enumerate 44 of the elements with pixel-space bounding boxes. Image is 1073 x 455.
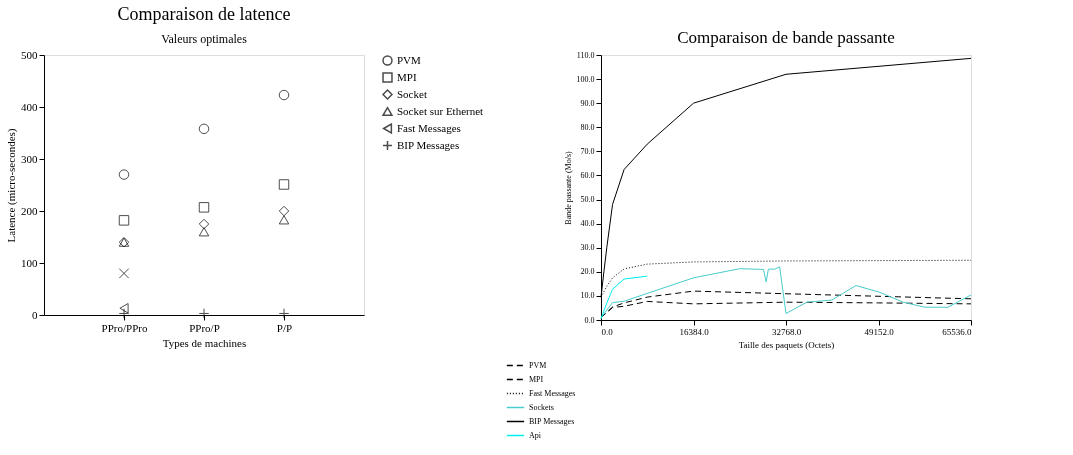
y-axis-title: Bande passante (Mo/s): [563, 151, 573, 225]
legend-label: Socket sur Ethernet: [397, 104, 484, 117]
legend-label: BIP Messages: [397, 138, 460, 151]
y-tick-label: 60.0: [580, 170, 595, 180]
x-tick-label: 32768.0: [771, 326, 802, 337]
legend-label: MPI: [529, 374, 544, 384]
y-tick-label: 40.0: [580, 219, 595, 229]
y-tick-label: 70.0: [580, 146, 595, 156]
y-tick-label: 400: [21, 100, 38, 113]
legend-label: MPI: [397, 70, 417, 83]
y-tick-label: 500: [21, 48, 38, 61]
y-tick-label: 90.0: [580, 98, 595, 108]
x-axis-title: Types de machines: [162, 336, 247, 349]
y-tick-label: 100: [21, 256, 38, 269]
legend-label: Fast Messages: [397, 121, 461, 134]
legend-label: Sockets: [529, 402, 554, 412]
x-tick-label: 65536.0: [942, 326, 972, 337]
legend-label: PVM: [529, 360, 547, 370]
chart-subtitle: Valeurs optimales: [161, 32, 248, 46]
legend-label: Socket: [397, 87, 427, 100]
y-tick-label: 100.0: [576, 74, 595, 84]
y-tick-label: 30.0: [580, 243, 595, 253]
legend-label: Api: [529, 430, 542, 440]
legend-label: PVM: [397, 53, 422, 66]
y-tick-label: 20.0: [580, 267, 595, 277]
legend-label: BIP Messages: [529, 416, 575, 426]
chart-title: Comparaison de bande passante: [677, 28, 895, 47]
y-tick-label: 0: [32, 308, 38, 321]
x-tick-label: P/P: [276, 321, 293, 334]
y-tick-label: 50.0: [580, 195, 595, 205]
x-tick-label: 49152.0: [864, 326, 895, 337]
x-axis-title: Taille des paquets (Octets): [738, 339, 835, 350]
y-axis-title: Latence (micro-secondes): [5, 128, 18, 243]
y-tick-label: 200: [21, 204, 38, 217]
y-tick-label: 110.0: [576, 50, 595, 60]
x-tick-label: PPro/PPro: [101, 321, 148, 334]
legend-label: Fast Messages: [529, 388, 576, 398]
y-tick-label: 300: [21, 152, 38, 165]
y-tick-label: 10.0: [580, 291, 595, 301]
x-tick-label: 0.0: [601, 326, 614, 337]
x-tick-label: 16384.0: [679, 326, 710, 337]
x-tick-label: PPro/P: [189, 321, 220, 334]
y-tick-label: 80.0: [580, 122, 595, 132]
chart-title: Comparaison de latence: [117, 4, 291, 24]
